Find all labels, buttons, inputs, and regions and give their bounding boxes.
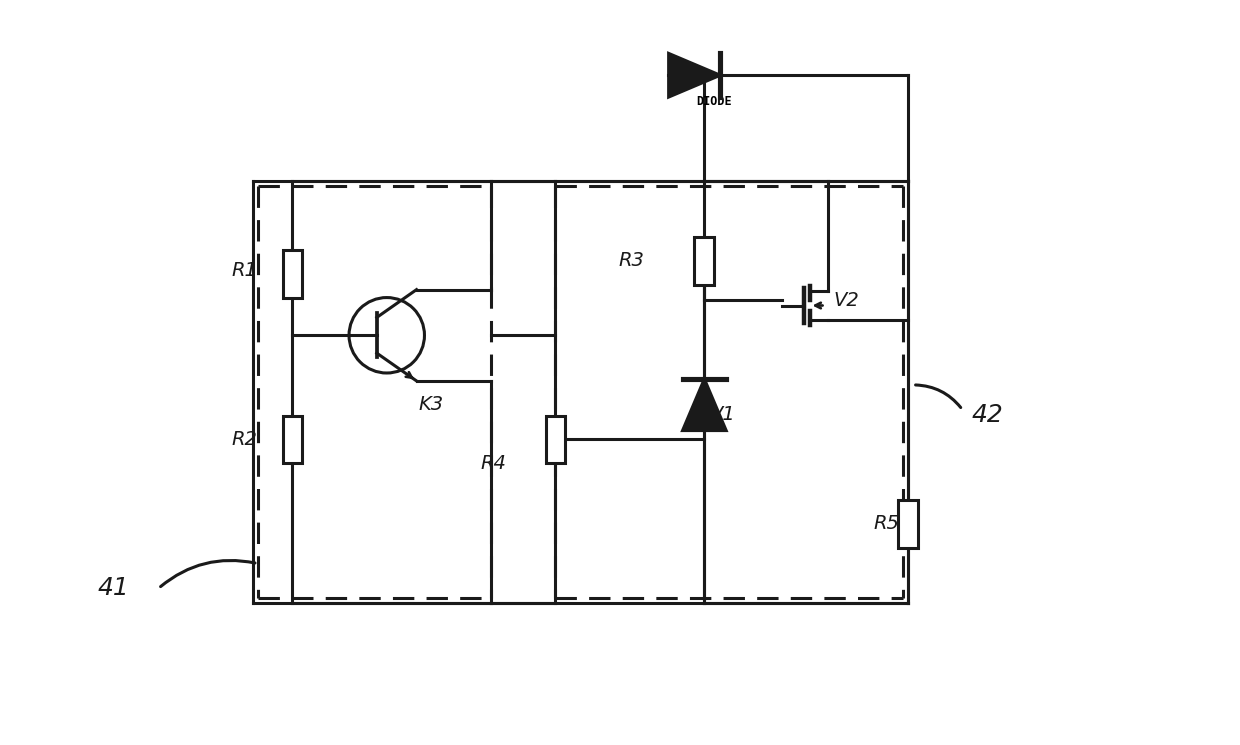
Bar [898,500,918,548]
Text: R4: R4 [480,454,506,473]
Text: R3: R3 [619,251,645,270]
Bar [694,237,714,285]
Text: V2: V2 [833,291,859,310]
Text: K3: K3 [419,395,444,413]
Text: R1: R1 [232,261,258,280]
Bar [283,250,303,297]
Bar [546,416,565,463]
Polygon shape [668,54,720,97]
Text: 42: 42 [971,403,1003,427]
Bar [283,416,303,463]
Text: V1: V1 [709,405,735,424]
Polygon shape [682,379,727,431]
Text: DIODE: DIODE [697,95,732,108]
Text: R2: R2 [232,430,258,449]
Text: R5: R5 [873,514,899,533]
Text: 41: 41 [98,577,130,600]
